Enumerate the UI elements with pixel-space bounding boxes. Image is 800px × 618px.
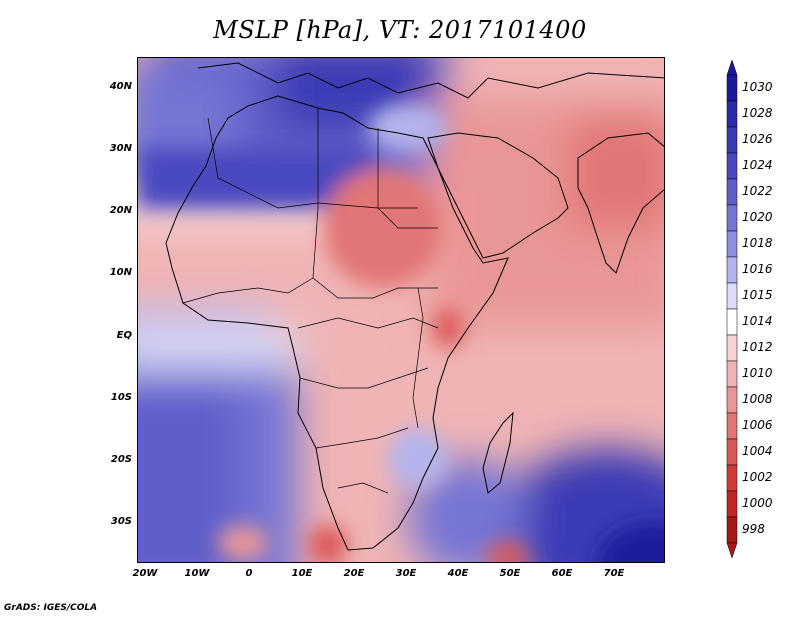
lon-label-40e: 40E bbox=[447, 568, 469, 579]
colorbar-label: 1022 bbox=[742, 184, 773, 198]
lon-label-10e: 10E bbox=[291, 568, 313, 579]
colorbar-swatch bbox=[726, 308, 738, 336]
colorbar-label: 1008 bbox=[742, 392, 773, 406]
colorbar-label: 1020 bbox=[742, 210, 773, 224]
colorbar-swatch bbox=[726, 282, 738, 310]
lon-label-70e: 70E bbox=[603, 568, 625, 579]
europe-coastline bbox=[197, 62, 664, 99]
colorbar-swatch bbox=[726, 204, 738, 232]
mslp-map bbox=[138, 58, 664, 562]
colorbar-swatch bbox=[726, 126, 738, 154]
colorbar-swatch bbox=[726, 412, 738, 440]
country-borders bbox=[182, 108, 439, 494]
lon-label-0: 0 bbox=[245, 568, 253, 579]
colorbar-swatch bbox=[726, 178, 738, 206]
lon-label-20w: 20W bbox=[132, 568, 158, 579]
colorbar-label: 1028 bbox=[742, 106, 773, 120]
pressure-field-details bbox=[138, 103, 664, 562]
colorbar-label: 1002 bbox=[742, 470, 773, 484]
chart-title: MSLP [hPa], VT: 2017101400 bbox=[213, 16, 587, 44]
colorbar-label: 1026 bbox=[742, 132, 773, 146]
colorbar-swatch bbox=[726, 230, 738, 258]
lat-label-20n: 20N bbox=[109, 205, 132, 216]
lon-label-50e: 50E bbox=[499, 568, 521, 579]
colorbar bbox=[726, 60, 738, 559]
lat-label-30s: 30S bbox=[110, 516, 132, 527]
colorbar-label: 1006 bbox=[742, 418, 773, 432]
footer-credit: GrADS: IGES/COLA bbox=[4, 603, 98, 613]
colorbar-swatch bbox=[726, 464, 738, 492]
madagascar-coastline bbox=[482, 411, 514, 494]
lat-label-10n: 10N bbox=[109, 267, 132, 278]
lat-label-30n: 30N bbox=[109, 143, 132, 154]
colorbar-swatch bbox=[726, 334, 738, 362]
colorbar-swatch bbox=[726, 490, 738, 518]
lat-label-40n: 40N bbox=[109, 81, 132, 92]
colorbar-swatch bbox=[726, 516, 738, 544]
colorbar-bottom-arrow bbox=[726, 542, 738, 559]
africa-coastline bbox=[165, 95, 509, 551]
lat-label-10s: 10S bbox=[110, 392, 132, 403]
colorbar-label: 1024 bbox=[742, 158, 773, 172]
colorbar-label: 1030 bbox=[742, 80, 773, 94]
arabia-coastline bbox=[427, 132, 569, 259]
colorbar-swatch bbox=[726, 152, 738, 180]
lon-label-60e: 60E bbox=[551, 568, 573, 579]
lon-label-20e: 20E bbox=[343, 568, 365, 579]
colorbar-label: 1014 bbox=[742, 314, 773, 328]
lon-label-30e: 30E bbox=[395, 568, 417, 579]
colorbar-label: 998 bbox=[742, 522, 765, 536]
lon-label-10w: 10W bbox=[184, 568, 210, 579]
colorbar-label: 1015 bbox=[742, 288, 773, 302]
colorbar-label: 1004 bbox=[742, 444, 773, 458]
colorbar-top-arrow bbox=[726, 60, 738, 76]
map-panel bbox=[137, 57, 665, 563]
colorbar-swatch bbox=[726, 386, 738, 414]
colorbar-swatch bbox=[726, 256, 738, 284]
colorbar-label: 1018 bbox=[742, 236, 773, 250]
colorbar-label: 1010 bbox=[742, 366, 773, 380]
lat-label-20s: 20S bbox=[110, 454, 132, 465]
colorbar-swatch bbox=[726, 74, 738, 102]
lat-label-eq: EQ bbox=[116, 330, 132, 341]
colorbar-swatch bbox=[726, 438, 738, 466]
colorbar-label: 1012 bbox=[742, 340, 773, 354]
colorbar-label: 1000 bbox=[742, 496, 773, 510]
colorbar-label: 1016 bbox=[742, 262, 773, 276]
india-coastline bbox=[577, 132, 664, 274]
colorbar-swatch bbox=[726, 100, 738, 128]
colorbar-swatch bbox=[726, 360, 738, 388]
